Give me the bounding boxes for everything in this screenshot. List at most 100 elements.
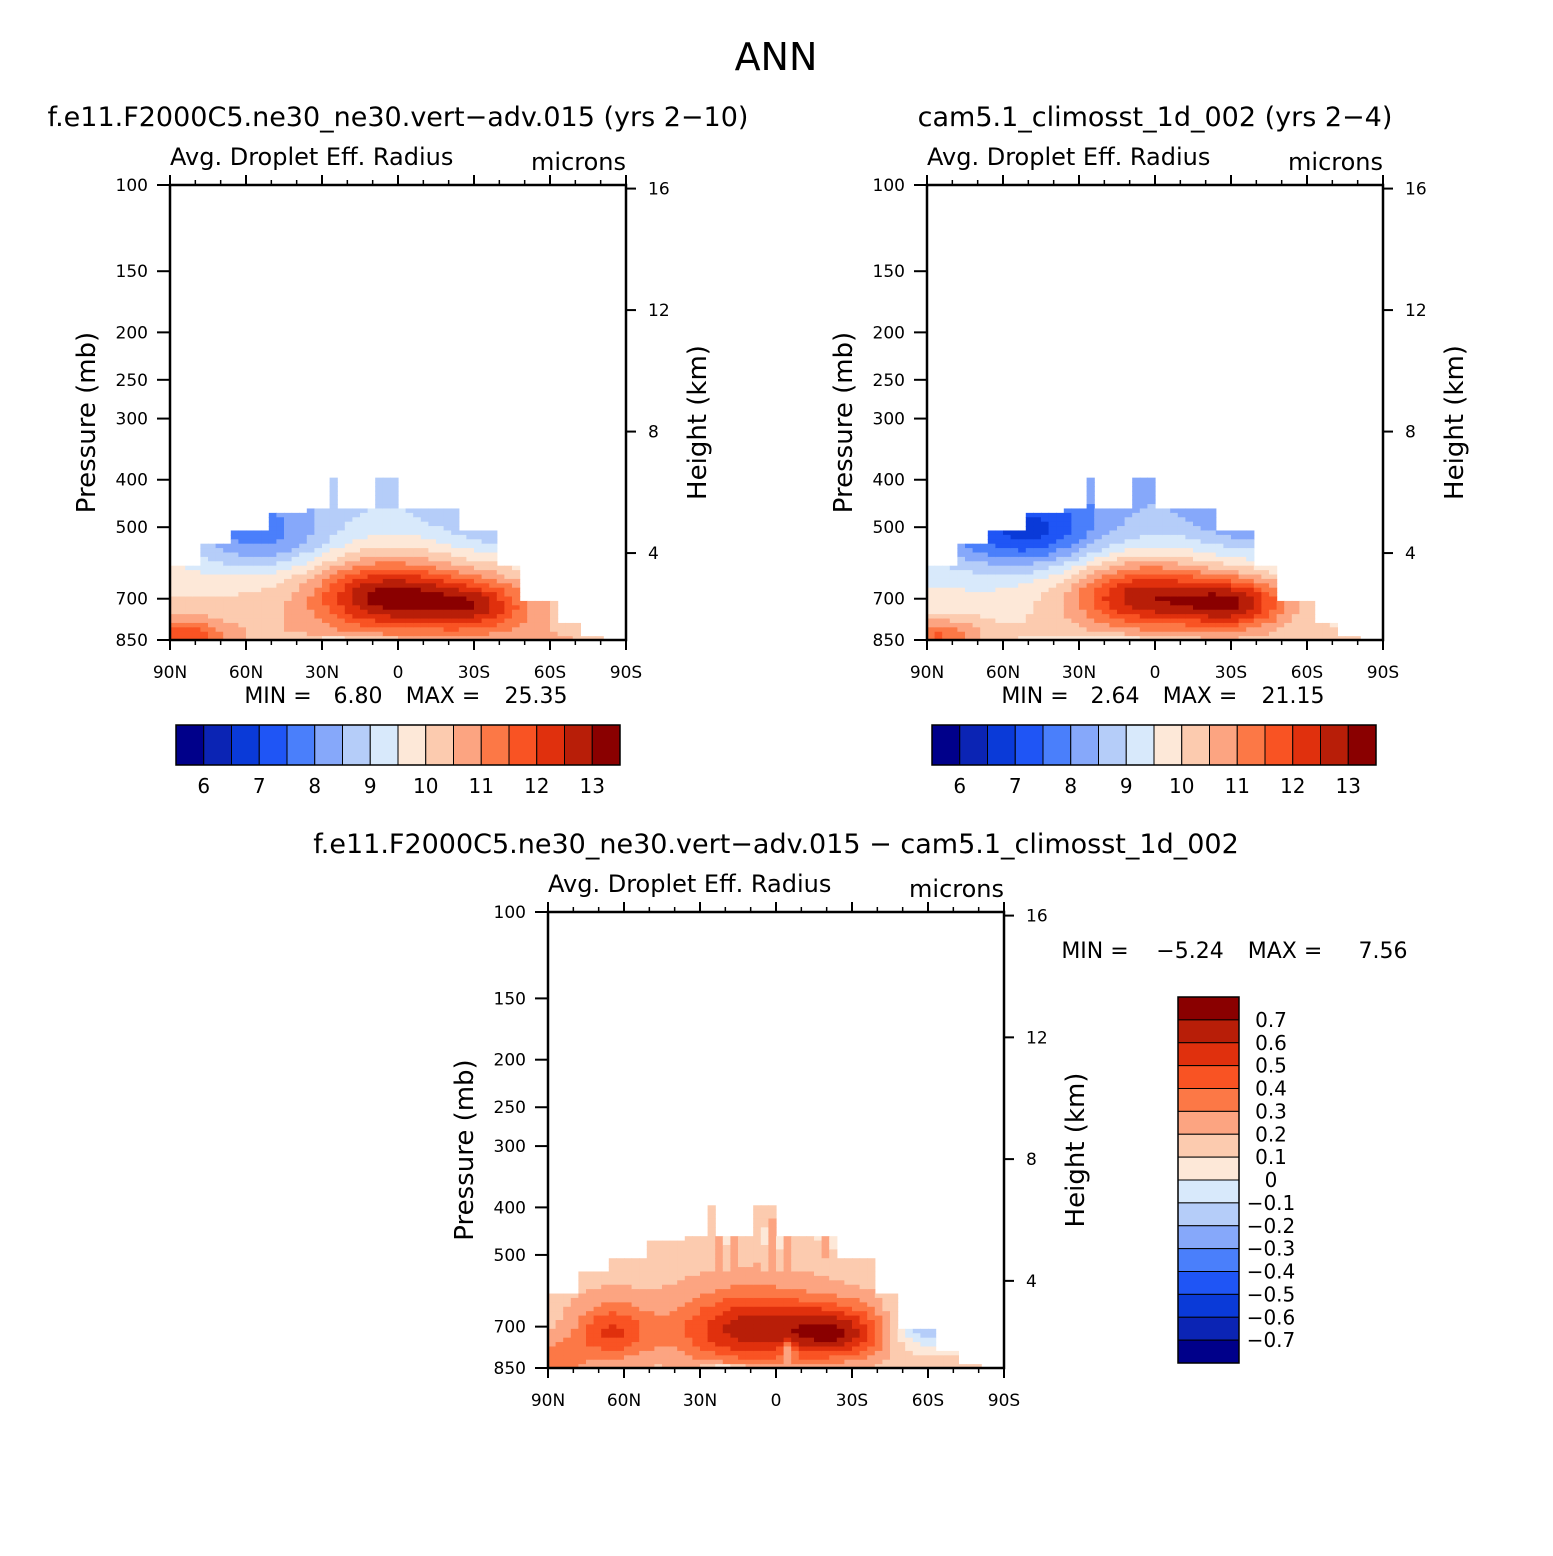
heat-cell bbox=[920, 1328, 929, 1334]
heat-cell bbox=[616, 1320, 625, 1326]
heat-cell bbox=[1132, 574, 1141, 580]
heat-cell bbox=[1094, 631, 1103, 637]
heat-cell bbox=[1094, 552, 1103, 558]
heat-cell bbox=[684, 1271, 693, 1277]
heat-cell bbox=[1231, 618, 1240, 624]
heat-cell bbox=[299, 618, 308, 624]
heat-cell bbox=[170, 574, 179, 580]
heat-cell bbox=[980, 605, 989, 611]
heat-cell bbox=[1139, 534, 1148, 540]
heat-cell bbox=[1063, 592, 1072, 598]
heat-cell bbox=[624, 1311, 633, 1317]
heat-cell bbox=[874, 1346, 883, 1352]
heat-cell bbox=[859, 1320, 868, 1326]
heat-cell bbox=[1048, 526, 1057, 532]
heat-cell bbox=[1155, 565, 1164, 571]
heat-cell bbox=[223, 543, 232, 549]
heat-cell bbox=[284, 543, 293, 549]
heat-cell bbox=[504, 605, 513, 611]
heat-cell bbox=[821, 1306, 830, 1312]
heat-cell bbox=[738, 1355, 747, 1361]
heat-cell bbox=[836, 1302, 845, 1308]
heat-cell bbox=[1139, 614, 1148, 620]
heat-cell bbox=[352, 587, 361, 593]
heat-cell bbox=[1041, 521, 1050, 527]
heat-cell bbox=[934, 627, 943, 633]
heat-cell bbox=[987, 534, 996, 540]
heat-cell bbox=[466, 561, 475, 567]
heat-cell bbox=[322, 574, 331, 580]
x-tick-label: 90S bbox=[988, 1391, 1020, 1411]
heat-cell bbox=[451, 609, 460, 615]
heat-cell bbox=[1155, 605, 1164, 611]
heat-cell bbox=[208, 548, 217, 554]
heat-cell bbox=[451, 565, 460, 571]
heat-cell bbox=[1246, 592, 1255, 598]
heat-cell bbox=[692, 1271, 701, 1277]
heat-cell bbox=[1177, 631, 1186, 637]
heat-cell bbox=[268, 530, 277, 536]
heat-cell bbox=[980, 636, 989, 641]
heat-cell bbox=[405, 526, 414, 532]
heat-cell bbox=[730, 1333, 739, 1339]
heat-cell bbox=[684, 1315, 693, 1321]
heat-cell bbox=[1003, 534, 1012, 540]
heat-cell bbox=[859, 1297, 868, 1303]
heat-cell bbox=[177, 600, 186, 606]
heat-cell bbox=[1101, 539, 1110, 545]
heat-cell bbox=[299, 570, 308, 576]
heat-cell bbox=[1033, 543, 1042, 549]
heat-cell bbox=[1139, 552, 1148, 558]
heat-cell bbox=[730, 1324, 739, 1330]
x-tick-label: 30N bbox=[1062, 663, 1096, 683]
heat-cell bbox=[1193, 508, 1202, 514]
heat-cell bbox=[1079, 526, 1088, 532]
heat-cell bbox=[631, 1289, 640, 1295]
heat-cell bbox=[1215, 570, 1224, 576]
heat-cell bbox=[776, 1302, 785, 1308]
heat-cell bbox=[360, 517, 369, 523]
heat-cell bbox=[1003, 636, 1012, 641]
heat-cell bbox=[291, 548, 300, 554]
heat-cell bbox=[1086, 605, 1095, 611]
heat-cell bbox=[1094, 596, 1103, 602]
heat-cell bbox=[692, 1302, 701, 1308]
heat-cell bbox=[677, 1306, 686, 1312]
heat-cell bbox=[791, 1275, 800, 1281]
heat-cell bbox=[1010, 636, 1019, 641]
heat-cell bbox=[1079, 627, 1088, 633]
heat-cell bbox=[1215, 609, 1224, 615]
heat-cell bbox=[980, 587, 989, 593]
heat-cell bbox=[1139, 486, 1148, 492]
heat-cell bbox=[1033, 574, 1042, 580]
heat-cell bbox=[1155, 636, 1164, 641]
heat-cell bbox=[352, 618, 361, 624]
heat-cell bbox=[1056, 548, 1065, 554]
heat-cell bbox=[367, 618, 376, 624]
heat-cell bbox=[261, 583, 270, 589]
heat-cell bbox=[208, 636, 217, 641]
heat-cell bbox=[806, 1355, 815, 1361]
heat-cell bbox=[548, 1333, 557, 1339]
heat-cell bbox=[481, 618, 490, 624]
heat-cell bbox=[223, 574, 232, 580]
heat-cell bbox=[1063, 570, 1072, 576]
heat-cell bbox=[1208, 583, 1217, 589]
heat-cell bbox=[405, 534, 414, 540]
colorbar-label: 0.4 bbox=[1255, 1077, 1287, 1101]
heat-cell bbox=[314, 548, 323, 554]
heat-cell bbox=[760, 1280, 769, 1286]
heat-cell bbox=[905, 1346, 914, 1352]
heat-cell bbox=[949, 570, 958, 576]
heat-cell bbox=[1132, 499, 1141, 505]
heat-cell bbox=[965, 600, 974, 606]
heat-cell bbox=[474, 530, 483, 536]
heat-cell bbox=[489, 570, 498, 576]
heat-cell bbox=[753, 1222, 762, 1228]
heat-cell bbox=[367, 627, 376, 633]
heat-cell bbox=[912, 1333, 921, 1339]
colorbar-box bbox=[1177, 1339, 1240, 1364]
heat-cell bbox=[1139, 596, 1148, 602]
heat-cell bbox=[783, 1240, 792, 1246]
heat-cell bbox=[474, 583, 483, 589]
